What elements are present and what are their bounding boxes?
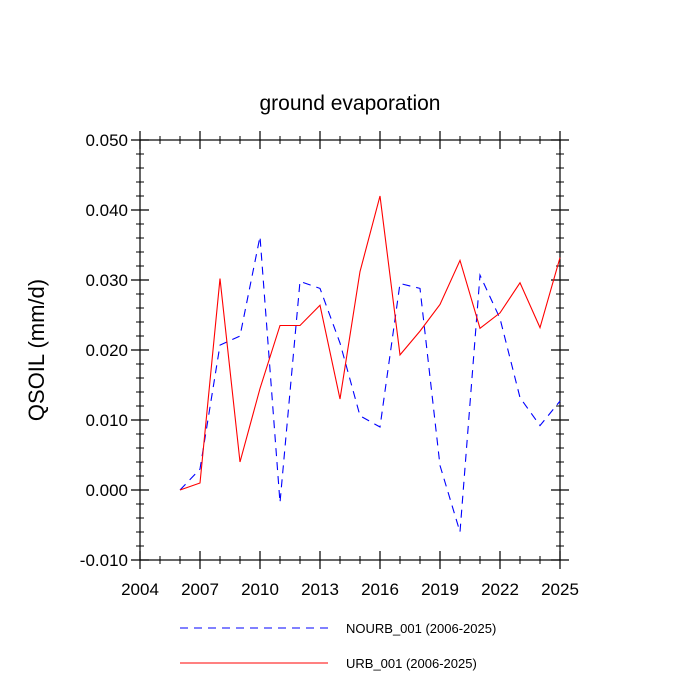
y-tick-label: 0.050 [85, 131, 128, 150]
series-line-urb_001 [179, 195, 561, 491]
x-tick-label: 2007 [181, 580, 219, 599]
chart-title: ground evaporation [260, 92, 441, 115]
x-tick-label: 2013 [301, 580, 339, 599]
x-tick-label: 2022 [481, 580, 519, 599]
legend-label: NOURB_001 (2006-2025) [346, 621, 496, 636]
x-tick-label: 2004 [121, 580, 159, 599]
x-tick-label: 2010 [241, 580, 279, 599]
y-tick-label: 0.020 [85, 341, 128, 360]
y-tick-label: 0.040 [85, 201, 128, 220]
x-tick-label: 2016 [361, 580, 399, 599]
y-axis-label: QSOIL (mm/d) [24, 279, 49, 421]
y-tick-label: 0.000 [85, 481, 128, 500]
legend-label: URB_001 (2006-2025) [346, 656, 477, 671]
y-tick-label: -0.010 [80, 551, 128, 570]
x-tick-label: 2019 [421, 580, 459, 599]
legend: NOURB_001 (2006-2025) URB_001 (2006-2025) [180, 621, 496, 671]
x-tick-label: 2025 [541, 580, 579, 599]
plot-area: -0.010 0.000 0.010 0.020 0.030 0.040 0.050 2004… [80, 131, 579, 599]
plot-frame [139, 139, 561, 561]
y-tick-label: 0.030 [85, 271, 128, 290]
y-tick-label: 0.010 [85, 411, 128, 430]
series-line-nourb_001 [179, 236, 561, 533]
